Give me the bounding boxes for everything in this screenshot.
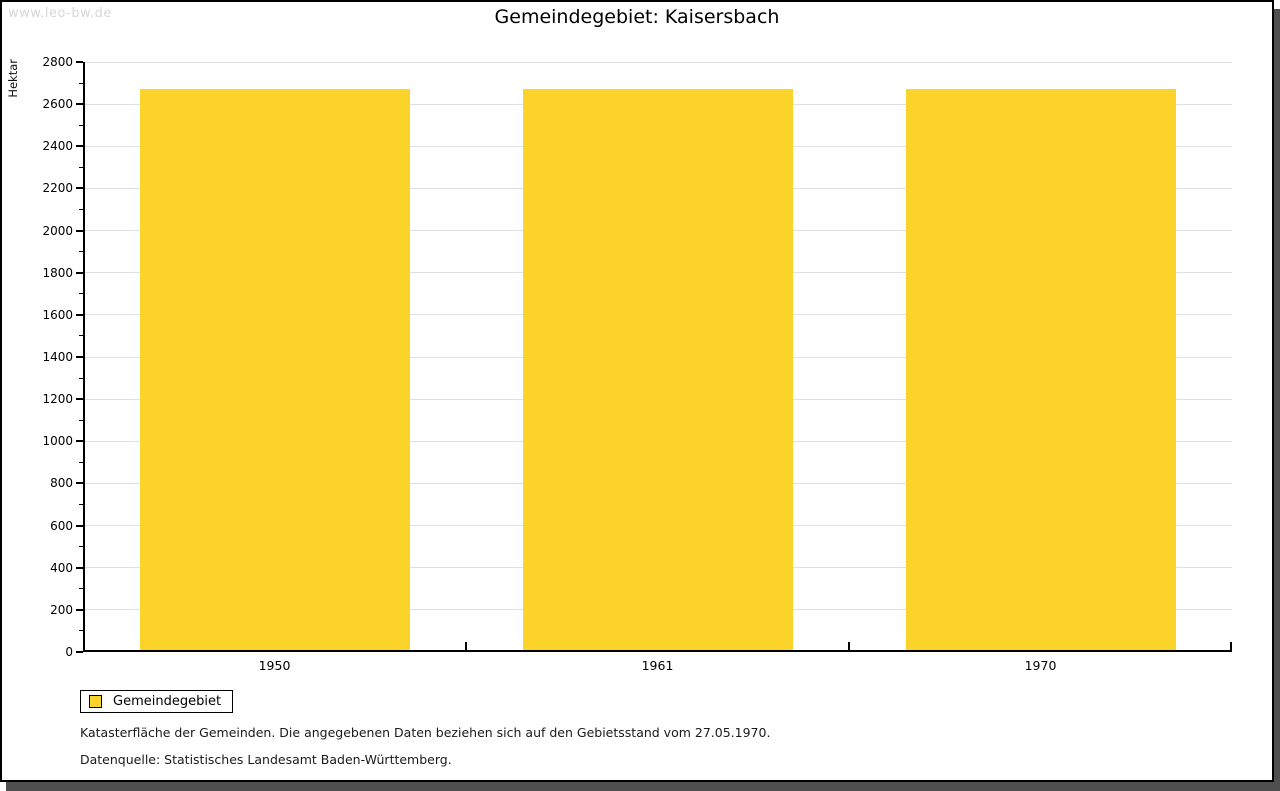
legend-swatch-icon: [89, 695, 102, 708]
y-tick-major-2400: [76, 145, 83, 148]
y-tick-major-2600: [76, 103, 83, 106]
footnote-description: Katasterfläche der Gemeinden. Die angege…: [80, 725, 771, 740]
bar-1950: [139, 88, 410, 652]
legend-label: Gemeindegebiet: [113, 694, 222, 709]
y-axis-line: [83, 62, 85, 652]
y-tick-label-2600: 2600: [42, 97, 73, 112]
y-axis-label: Hektar: [6, 59, 20, 98]
y-tick-minor-900: [79, 461, 83, 463]
x-category-label-1970: 1970: [1024, 658, 1057, 673]
y-tick-major-1600: [76, 313, 83, 316]
y-tick-major-800: [76, 482, 83, 485]
y-tick-label-1800: 1800: [42, 265, 73, 280]
y-tick-major-2200: [76, 187, 83, 190]
y-tick-minor-1900: [79, 251, 83, 253]
x-tick-boundary-1: [465, 642, 467, 650]
y-tick-minor-2500: [79, 124, 83, 126]
y-tick-minor-100: [79, 630, 83, 632]
x-tick-boundary-2: [848, 642, 850, 650]
y-tick-minor-2700: [79, 82, 83, 84]
y-tick-minor-1100: [79, 419, 83, 421]
y-tick-major-200: [76, 608, 83, 611]
legend: Gemeindegebiet: [80, 690, 233, 713]
y-tick-label-0: 0: [65, 645, 73, 659]
y-tick-minor-2300: [79, 166, 83, 168]
y-tick-label-2000: 2000: [42, 223, 73, 238]
y-tick-minor-1500: [79, 335, 83, 337]
y-tick-major-0: [76, 651, 83, 653]
y-tick-major-2800: [76, 61, 83, 63]
watermark-leo-bw: www.leo-bw.de: [8, 6, 112, 21]
gridline-2800: [83, 61, 1232, 63]
x-axis-line: [83, 650, 1232, 652]
y-tick-label-600: 600: [50, 518, 73, 533]
y-tick-label-1600: 1600: [42, 307, 73, 322]
y-tick-major-1200: [76, 398, 83, 401]
y-tick-major-600: [76, 524, 83, 527]
y-tick-minor-700: [79, 504, 83, 505]
y-tick-minor-500: [79, 546, 83, 548]
y-tick-label-2200: 2200: [42, 181, 73, 196]
y-tick-label-2800: 2800: [42, 55, 73, 69]
footnote-source: Datenquelle: Statistisches Landesamt Bad…: [80, 752, 452, 767]
y-tick-major-1000: [76, 440, 83, 443]
y-tick-label-2400: 2400: [42, 139, 73, 154]
y-tick-label-1200: 1200: [42, 392, 73, 407]
y-tick-minor-1300: [79, 377, 83, 379]
chart-title: Gemeindegebiet: Kaisersbach: [494, 6, 780, 28]
y-tick-label-800: 800: [50, 476, 73, 491]
y-tick-minor-1700: [79, 293, 83, 295]
bar-1970: [905, 88, 1176, 652]
bar-1961: [522, 88, 793, 652]
x-tick-end: [1230, 642, 1232, 650]
y-tick-major-2000: [76, 229, 83, 232]
y-tick-major-400: [76, 566, 83, 569]
x-category-label-1950: 1950: [258, 658, 291, 673]
y-tick-minor-300: [79, 588, 83, 590]
plot-area: 0 200 400 600 800 1000 1200 1400 1600 1800 2000 220…: [42, 55, 1232, 673]
y-tick-label-200: 200: [50, 602, 73, 617]
y-tick-major-1400: [76, 356, 83, 358]
x-category-label-1961: 1961: [641, 658, 674, 673]
y-tick-label-1400: 1400: [42, 350, 73, 364]
y-tick-label-1000: 1000: [42, 434, 73, 449]
y-tick-label-400: 400: [50, 560, 73, 575]
y-tick-minor-2100: [79, 209, 83, 210]
y-tick-major-1800: [76, 271, 83, 274]
